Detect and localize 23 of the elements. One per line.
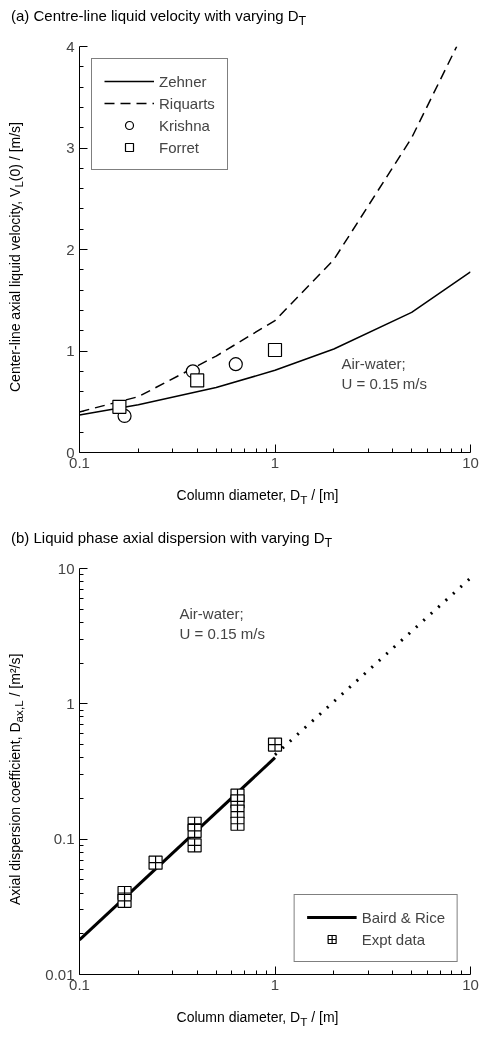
y-tick-label: 2 — [66, 240, 75, 258]
legend-label: Baird & Rice — [361, 908, 445, 926]
chart-title: (b) Liquid phase axial dispersion with varying D$_{T}$ — [11, 528, 333, 552]
legend-label: Riquarts — [159, 94, 215, 112]
legend-label: Forret — [159, 138, 200, 156]
annotation: Air-water; U = 0.15 m/s — [341, 355, 427, 393]
x-tick-label: 1 — [270, 453, 280, 471]
y-tick-label: 1 — [66, 342, 75, 359]
y-tick-label: 10 — [57, 559, 75, 577]
annotation: Air-water; U = 0.15 m/s — [179, 604, 265, 642]
legend-label: Zehner — [159, 72, 207, 90]
legend-label: Expt data — [361, 930, 426, 948]
x-tick-label: 10 — [462, 975, 479, 993]
y-tick-label: 1 — [66, 694, 75, 712]
x-tick-label: 1 — [270, 975, 280, 993]
x-tick-label: 10 — [462, 453, 479, 471]
x-axis-title: Column diameter, D$_{T}$ / [m] — [176, 486, 339, 508]
chart-title: (a) Centre-line liquid velocity with varying D$_{T}$ — [11, 6, 307, 30]
y-tick-label: 0.1 — [53, 830, 75, 848]
y-tick-label: 4 — [66, 37, 75, 55]
y-tick-label: 3 — [66, 139, 75, 156]
x-axis-title: Column diameter, D$_{T}$ / [m] — [176, 1008, 339, 1030]
legend-label: Krishna — [159, 116, 210, 134]
